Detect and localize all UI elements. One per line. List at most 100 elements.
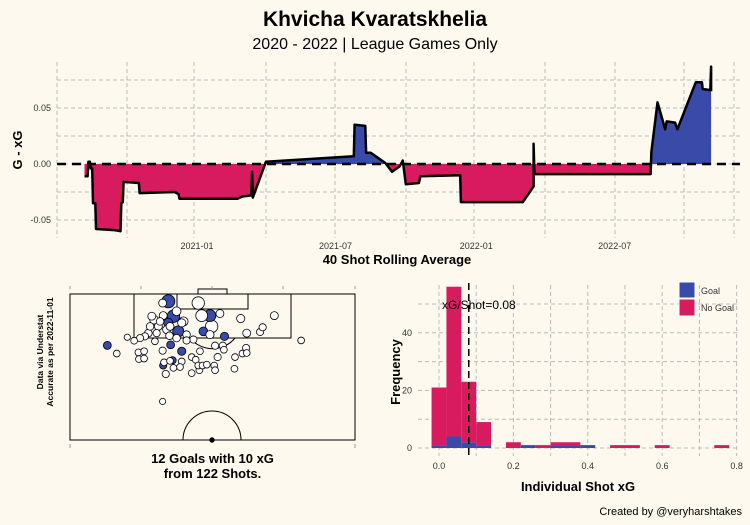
shot-no-goal bbox=[242, 349, 251, 357]
bar-goal bbox=[431, 445, 447, 448]
shot-no-goal bbox=[195, 309, 208, 322]
legend-label-goal: Goal bbox=[701, 286, 720, 296]
rolling-x-tick: 2022-01 bbox=[460, 241, 493, 251]
shot-no-goal bbox=[147, 311, 157, 321]
bar-no-goal bbox=[476, 422, 492, 446]
shot-no-goal bbox=[166, 357, 174, 365]
footer-credit: Created by @veryharshtakes bbox=[599, 506, 742, 518]
shot-no-goal bbox=[269, 311, 279, 320]
rolling-y-tick: -0.05 bbox=[30, 215, 51, 225]
bar-goal bbox=[580, 445, 596, 448]
hist-y-label: Frequency bbox=[388, 338, 403, 405]
rolling-area-negative bbox=[84, 164, 712, 232]
legend-swatch-no-goal bbox=[678, 298, 696, 317]
rolling-y-label: G - xG bbox=[10, 130, 25, 169]
chart-subtitle: 2020 - 2022 | League Games Only bbox=[252, 36, 498, 53]
shot-no-goal bbox=[158, 346, 167, 355]
shot-no-goal bbox=[258, 323, 267, 332]
shot-no-goal bbox=[220, 345, 228, 354]
hist-y-tick: 0 bbox=[407, 443, 412, 453]
rolling-x-tick: 2021-07 bbox=[319, 241, 352, 251]
shot-no-goal bbox=[112, 349, 121, 358]
shot-no-goal bbox=[140, 354, 148, 363]
shot-no-goal bbox=[242, 328, 252, 338]
source-note-line2: Accurate as per 2022-11-01 bbox=[45, 297, 55, 406]
rolling-x-label: 40 Shot Rolling Average bbox=[323, 252, 472, 267]
bar-no-goal bbox=[625, 445, 640, 448]
bar-no-goal bbox=[550, 442, 566, 446]
rolling-y-tick: 0.00 bbox=[33, 159, 51, 169]
rolling-area-positive bbox=[84, 66, 712, 164]
hist-x-label: Individual Shot xG bbox=[521, 479, 635, 494]
rolling-x-tick: 2021-01 bbox=[180, 241, 213, 251]
shot-no-goal bbox=[161, 369, 170, 379]
bar-no-goal bbox=[535, 445, 551, 448]
bar-goal bbox=[461, 442, 477, 448]
bar-no-goal bbox=[565, 442, 581, 446]
histogram-grid bbox=[418, 285, 740, 456]
shot-no-goal bbox=[165, 322, 175, 331]
shot-no-goal bbox=[145, 322, 155, 331]
shot-no-goal bbox=[236, 314, 246, 324]
rolling-x-tick: 2022-07 bbox=[598, 241, 631, 251]
shot-no-goal bbox=[171, 306, 182, 317]
bar-goal bbox=[476, 445, 492, 448]
bar-no-goal bbox=[610, 445, 625, 448]
shotmap-caption-line1: 12 Goals with 10 xG bbox=[151, 451, 274, 466]
hist-y-tick: 40 bbox=[402, 328, 412, 338]
bar-no-goal bbox=[654, 445, 670, 448]
shot-goal bbox=[219, 331, 229, 341]
shot-no-goal bbox=[176, 363, 184, 371]
bar-goal bbox=[446, 436, 462, 448]
shot-no-goal bbox=[211, 341, 220, 350]
histogram-bars bbox=[431, 286, 730, 448]
shot-no-goal bbox=[205, 330, 215, 340]
shotmap-caption: 12 Goals with 10 xG from 122 Shots. bbox=[0, 451, 425, 481]
shot-no-goal bbox=[158, 298, 167, 308]
shot-no-goal bbox=[215, 309, 225, 318]
shot-no-goal bbox=[130, 336, 138, 345]
bar-no-goal bbox=[461, 381, 477, 443]
bar-no-goal bbox=[714, 445, 730, 448]
legend-swatch-goal bbox=[678, 281, 696, 299]
shot-no-goal bbox=[172, 333, 181, 343]
bar-no-goal bbox=[446, 286, 462, 437]
shot-no-goal bbox=[187, 369, 196, 377]
bar-goal bbox=[550, 445, 566, 448]
shot-no-goal bbox=[123, 333, 131, 341]
chart-title: Khvicha Kvaratskhelia bbox=[262, 8, 488, 31]
hist-x-tick: 0.4 bbox=[582, 461, 595, 471]
shot-no-goal bbox=[203, 360, 211, 369]
rolling-y-tick: 0.05 bbox=[33, 103, 51, 113]
hist-x-tick: 0.0 bbox=[433, 461, 446, 471]
center-circle bbox=[182, 410, 242, 441]
shot-no-goal bbox=[189, 335, 198, 344]
shot-no-goal bbox=[152, 329, 161, 338]
shot-goal bbox=[166, 340, 175, 350]
mean-xg-annotation: xG/Shot=0.08 bbox=[442, 298, 516, 312]
shot-no-goal bbox=[151, 337, 159, 346]
shot-markers bbox=[102, 294, 305, 405]
rolling-line bbox=[84, 65, 713, 233]
hist-x-tick: 0.2 bbox=[507, 461, 520, 471]
shot-goal bbox=[177, 346, 187, 356]
legend-label-no-goal: No Goal bbox=[701, 303, 734, 313]
shot-no-goal bbox=[165, 331, 174, 340]
shot-no-goal bbox=[182, 336, 191, 345]
legend: Goal No Goal bbox=[678, 281, 734, 317]
rolling-grid bbox=[56, 62, 740, 238]
shot-no-goal bbox=[191, 296, 205, 310]
shot-no-goal bbox=[155, 317, 165, 326]
shotmap-caption-line2: from 122 Shots. bbox=[163, 466, 262, 481]
hist-x-tick: 0.8 bbox=[730, 461, 743, 471]
shot-no-goal bbox=[177, 318, 187, 328]
source-note-line1: Data via Understat bbox=[35, 315, 45, 390]
shot-no-goal bbox=[297, 336, 305, 345]
shot-no-goal bbox=[213, 353, 222, 362]
shot-no-goal bbox=[196, 347, 204, 356]
shot-goal bbox=[102, 341, 112, 350]
shot-no-goal bbox=[231, 353, 239, 361]
bar-goal bbox=[520, 445, 536, 448]
six-yard-box bbox=[176, 293, 249, 310]
